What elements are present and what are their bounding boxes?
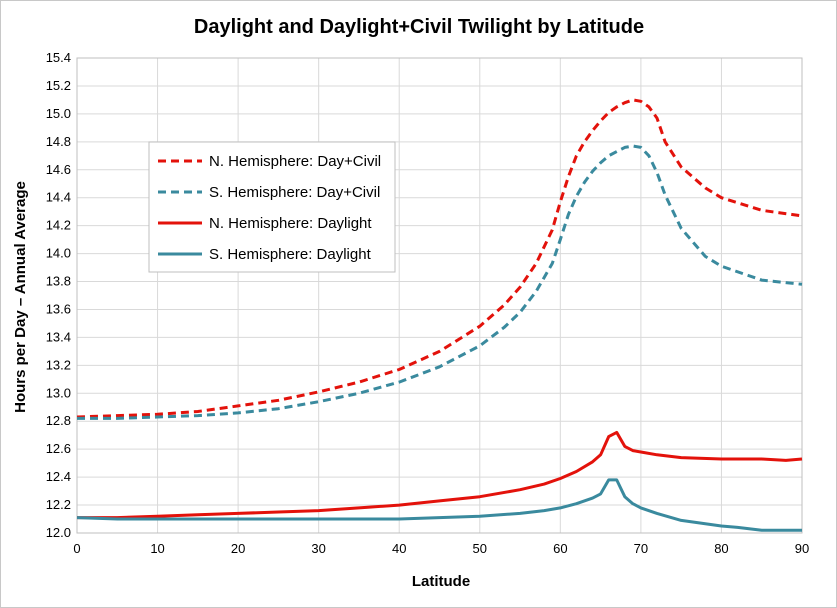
- x-tick-label: 10: [150, 541, 164, 556]
- y-tick-label: 14.6: [46, 162, 71, 177]
- y-axis-ticks: 12.0 12.2 12.4 12.6 12.8 13.0 13.2 13.4 13.6 13.8…: [46, 50, 71, 540]
- y-tick-label: 12.0: [46, 525, 71, 540]
- series-lines: [76, 98, 803, 532]
- plot-area-border: [76, 57, 803, 534]
- y-tick-label: 15.4: [46, 50, 71, 65]
- y-tick-label: 12.4: [46, 469, 71, 484]
- legend-label-2: S. Hemisphere: Day+Civil: [209, 184, 380, 201]
- x-tick-label: 50: [473, 541, 487, 556]
- y-tick-label: 12.6: [46, 441, 71, 456]
- y-tick-label: 13.8: [46, 274, 71, 289]
- legend-box: [148, 141, 396, 273]
- chart-title: Daylight and Daylight+Civil Twilight by …: [194, 16, 644, 38]
- x-tick-label: 90: [795, 541, 809, 556]
- x-tick-label: 80: [714, 541, 728, 556]
- y-axis-title: Hours per Day – Annual Average: [12, 181, 29, 413]
- series-line-3: [77, 430, 803, 520]
- y-tick-label: 14.4: [46, 190, 71, 205]
- y-tick-label: 14.2: [46, 218, 71, 233]
- y-tick-label: 13.4: [46, 329, 71, 344]
- x-tick-label: 60: [553, 541, 567, 556]
- y-tick-label: 15.2: [46, 78, 71, 93]
- y-tick-label: 14.0: [46, 246, 71, 261]
- series-line-4: [76, 478, 802, 532]
- y-tick-label: 13.6: [46, 301, 71, 316]
- x-tick-label: 30: [311, 541, 325, 556]
- legend-label-4: S. Hemisphere: Daylight: [209, 246, 372, 263]
- y-tick-label: 12.2: [46, 497, 71, 512]
- series-line-1: [76, 98, 803, 419]
- x-axis-title: Latitude: [412, 573, 470, 590]
- legend: N. Hemisphere: Day+Civil S. Hemisphere: D…: [148, 141, 396, 273]
- x-axis-ticks: 0 10 20 30 40 50 60 70 80 90: [73, 541, 809, 556]
- gridlines: [76, 57, 803, 534]
- x-tick-label: 0: [73, 541, 80, 556]
- x-tick-label: 70: [634, 541, 648, 556]
- y-tick-label: 15.0: [46, 106, 71, 121]
- y-tick-label: 14.8: [46, 134, 71, 149]
- x-tick-label: 40: [392, 541, 406, 556]
- legend-label-1: N. Hemisphere: Day+Civil: [209, 153, 381, 170]
- x-tick-label: 20: [231, 541, 245, 556]
- y-tick-label: 13.0: [46, 385, 71, 400]
- y-tick-label: 12.8: [46, 413, 71, 428]
- series-line-2: [77, 144, 803, 420]
- legend-label-3: N. Hemisphere: Daylight: [209, 215, 372, 232]
- y-tick-label: 13.2: [46, 357, 71, 372]
